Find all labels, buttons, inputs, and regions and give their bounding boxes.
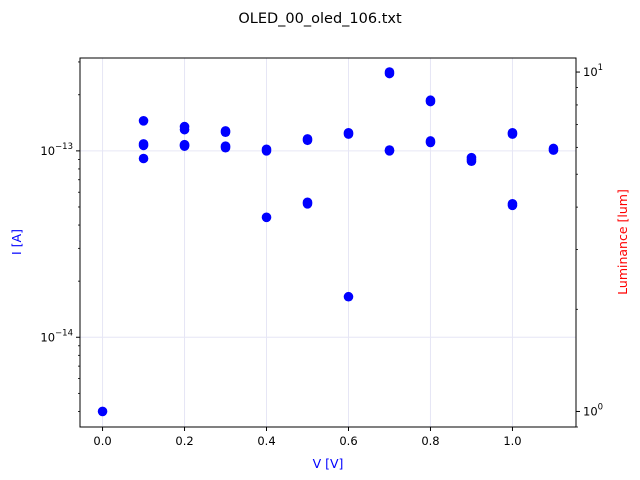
data-point <box>179 124 190 135</box>
y-right-axis-ticks: 101 100 <box>576 63 603 428</box>
grid-lines <box>80 58 576 427</box>
data-point <box>343 129 354 139</box>
y-left-tick-label-0: 10−13 <box>40 142 73 158</box>
x-tick-label-0: 0.0 <box>93 434 111 448</box>
x-tick-label-4: 0.8 <box>421 434 439 448</box>
data-point <box>425 96 436 107</box>
data-point <box>548 145 559 155</box>
data-point <box>507 129 518 139</box>
data-point <box>138 116 149 126</box>
data-point <box>261 146 272 156</box>
data-point <box>179 140 190 151</box>
x-tick-label-2: 0.4 <box>257 434 275 448</box>
data-point <box>343 291 354 302</box>
data-point <box>138 153 149 164</box>
data-point <box>138 140 149 151</box>
y-left-axis-ticks: 10−13 10−14 <box>40 61 80 412</box>
data-points <box>97 67 559 417</box>
data-point <box>302 135 313 146</box>
y-right-axis-label: Luminance [lum] <box>615 189 630 295</box>
data-point <box>384 146 395 156</box>
y-left-tick-label-1: 10−14 <box>40 328 73 344</box>
data-point <box>507 200 518 211</box>
x-axis-label: V [V] <box>313 456 344 471</box>
data-point <box>220 127 231 137</box>
data-point <box>220 142 231 153</box>
x-axis-ticks: 0.0 0.2 0.4 0.6 0.8 1.0 <box>93 427 522 448</box>
data-point <box>302 199 313 209</box>
data-point <box>384 68 395 79</box>
plot-frame <box>79 57 577 428</box>
x-tick-label-5: 1.0 <box>503 434 521 448</box>
x-tick-label-1: 0.2 <box>175 434 193 448</box>
y-left-axis-label: I [A] <box>9 229 24 255</box>
data-point <box>425 137 436 148</box>
x-tick-label-3: 0.6 <box>339 434 357 448</box>
data-point <box>466 156 477 167</box>
data-point <box>261 212 272 223</box>
data-point <box>97 406 108 417</box>
chart-title: OLED_00_oled_106.txt <box>238 11 402 27</box>
y-right-tick-label-1: 100 <box>583 402 603 418</box>
y-right-tick-label-0: 101 <box>583 63 603 79</box>
